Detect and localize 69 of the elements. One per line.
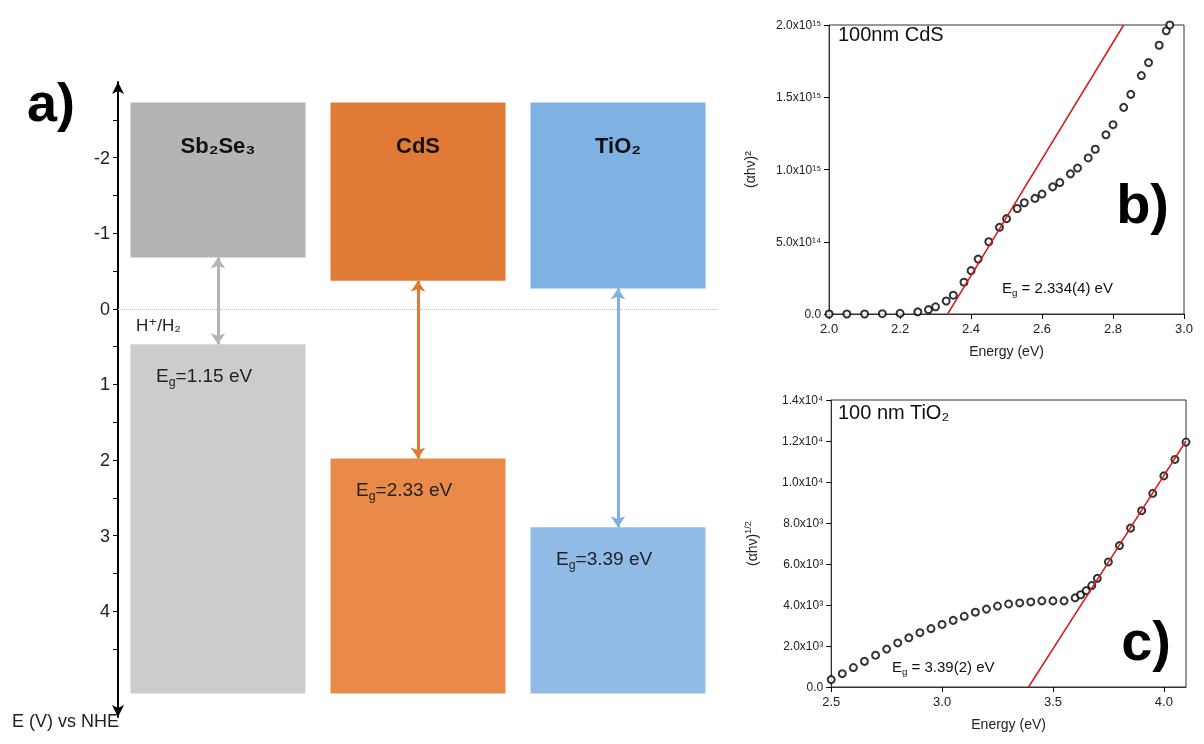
y-tick-label: 2.0x10³: [783, 639, 824, 653]
x-tick-label: 2.2: [891, 321, 910, 336]
y-axis-title: E (V) vs NHE: [12, 711, 120, 731]
y-axis-title: (αhν)1/2: [742, 521, 761, 566]
y-tick-label: 2: [99, 449, 110, 470]
chart-title: a): [27, 72, 76, 132]
point: [882, 644, 892, 654]
y-tick-label: 8.0x10³: [783, 516, 824, 530]
point: [948, 615, 958, 625]
y-tick-label: 0: [99, 298, 110, 319]
x-tick-label: Sb₂Se₃: [180, 132, 256, 158]
point: [970, 607, 980, 617]
y-tick-label: 0.0: [806, 680, 824, 694]
point: [848, 663, 858, 673]
ref-line-label: H⁺/H₂: [136, 316, 181, 336]
x-tick-label: 3.0: [933, 694, 952, 709]
point: [993, 601, 1003, 611]
point: [937, 619, 947, 629]
point: [893, 638, 903, 648]
point: [981, 604, 991, 614]
text: b): [1116, 171, 1169, 235]
point: [859, 656, 869, 666]
y-tick-label: 3: [99, 525, 110, 546]
point: [1059, 596, 1069, 606]
point: [1037, 596, 1047, 606]
y-tick-label: 5.0x10¹⁴: [775, 234, 822, 249]
point: [1048, 596, 1058, 606]
x-tick-label: 2.8: [1103, 321, 1123, 336]
y-tick-label: 1.2x10⁴: [782, 434, 824, 448]
y-tick-label: -1: [93, 223, 110, 244]
point: [1004, 599, 1014, 609]
y-tick-label: 2.0x10¹⁵: [776, 18, 822, 32]
bar: [130, 344, 306, 694]
point: [915, 628, 925, 638]
x-tick-label: 4.0: [1154, 694, 1173, 709]
x-tick-label: 2.5: [822, 694, 841, 709]
annotation: 100 nm TiO₂: [838, 401, 950, 423]
point: [1015, 598, 1025, 608]
point: [904, 633, 914, 643]
y-tick-label: 1.0x10⁴: [782, 475, 824, 489]
y-tick-label: 1: [99, 374, 110, 395]
x-axis-title: Energy (eV): [969, 343, 1044, 359]
y-axis-title: (αhν)²: [742, 150, 758, 188]
bar: [530, 527, 706, 694]
x-tick-label: 2.0: [820, 321, 839, 336]
x-tick-label: CdS: [396, 132, 440, 158]
y-tick-label: 4: [99, 601, 110, 622]
y-tick-label: 1.5x10¹⁵: [776, 90, 822, 105]
point: [871, 650, 881, 660]
point: [1076, 590, 1086, 600]
text: c): [1121, 608, 1171, 672]
bar: [330, 458, 506, 694]
annotation: 100nm CdS: [838, 23, 944, 45]
y-tick-label: 1.0x10¹⁵: [776, 162, 822, 177]
x-tick-label: 2.6: [1033, 321, 1052, 336]
y-tick-label: 0.0: [804, 307, 822, 321]
point: [1026, 597, 1036, 607]
y-tick-label: -2: [93, 147, 110, 168]
x-tick-label: 3.5: [1043, 694, 1062, 709]
x-axis-title: Energy (eV): [971, 716, 1046, 732]
y-tick-label: 6.0x10³: [783, 557, 824, 571]
x-tick-label: 3.0: [1174, 321, 1194, 336]
x-tick-label: 2.4: [962, 321, 981, 336]
point: [959, 611, 969, 621]
point: [926, 624, 936, 634]
y-tick-label: 4.0x10³: [783, 598, 824, 612]
y-tick-label: 1.4x10⁴: [782, 393, 824, 407]
point: [837, 669, 847, 679]
x-tick-label: TiO₂: [594, 132, 642, 158]
